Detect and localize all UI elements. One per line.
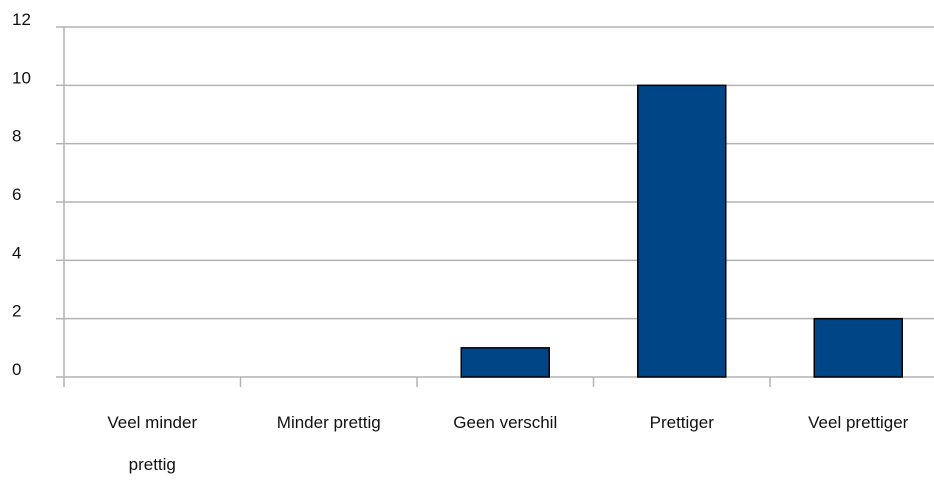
bar xyxy=(637,84,727,378)
y-tick-label: 12 xyxy=(12,10,31,29)
x-category-label: prettig xyxy=(129,455,176,474)
x-category-label: Prettiger xyxy=(650,413,715,432)
x-category-label: Geen verschil xyxy=(453,413,557,432)
y-tick-label: 8 xyxy=(12,127,21,146)
y-tick-label: 4 xyxy=(12,243,21,262)
x-category-label: Veel minder xyxy=(107,413,197,432)
bar xyxy=(460,347,550,378)
x-axis-labels: Veel minder prettig Minder prettig Geen ver… xyxy=(107,413,908,474)
bars xyxy=(460,84,903,378)
x-category-label: Minder prettig xyxy=(277,413,381,432)
y-tick-label: 2 xyxy=(12,302,21,321)
x-axis xyxy=(239,377,771,387)
y-axis-ticks: 0 2 4 6 8 10 12 xyxy=(12,10,65,387)
y-tick-label: 6 xyxy=(12,185,21,204)
y-tick-label: 10 xyxy=(12,68,31,87)
x-category-label: Veel prettiger xyxy=(808,413,909,432)
bar xyxy=(813,317,903,378)
y-tick-label: 0 xyxy=(12,360,21,379)
gridlines xyxy=(64,26,934,378)
